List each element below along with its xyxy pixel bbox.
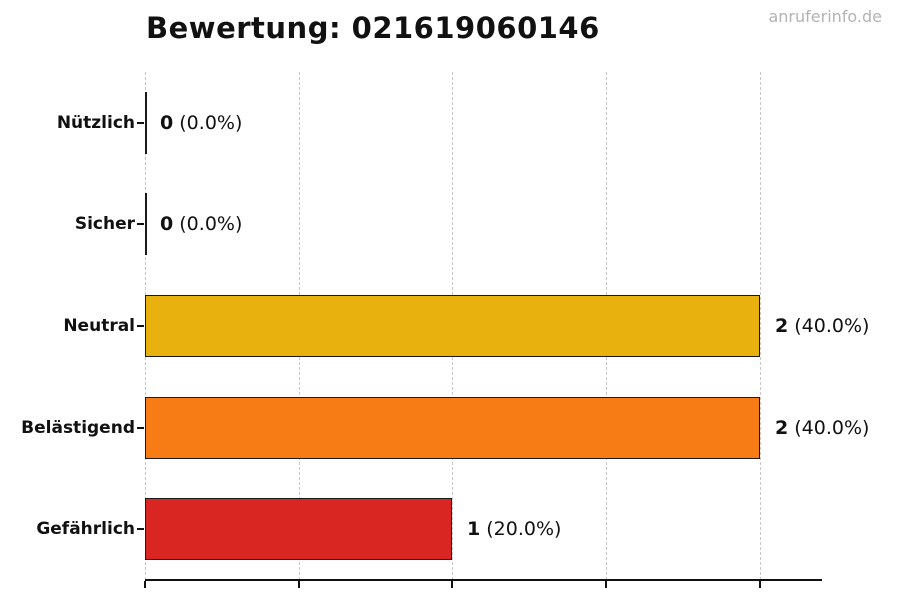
value-percentage: (40.0%) bbox=[788, 315, 870, 337]
category-label: Gefährlich bbox=[36, 519, 135, 540]
chart-title: Bewertung: 021619060146 bbox=[146, 11, 600, 45]
value-label: 0 (0.0%) bbox=[160, 213, 242, 235]
category-label: Belästigend bbox=[21, 417, 135, 438]
bar bbox=[145, 397, 760, 459]
value-percentage: (0.0%) bbox=[173, 111, 243, 134]
bar bbox=[145, 193, 147, 255]
x-axis-tick bbox=[604, 581, 607, 588]
x-axis-tick bbox=[144, 581, 146, 588]
y-axis-tick bbox=[137, 223, 144, 226]
bar bbox=[145, 295, 760, 357]
y-axis-tick bbox=[137, 426, 144, 429]
x-axis-tick bbox=[758, 581, 761, 588]
value-count: 2 bbox=[775, 416, 789, 439]
watermark-text: anruferinfo.de bbox=[768, 7, 882, 26]
bar bbox=[145, 92, 147, 154]
value-label: 1 (20.0%) bbox=[467, 518, 561, 540]
bar bbox=[145, 498, 452, 560]
value-label: 0 (0.0%) bbox=[160, 112, 242, 134]
value-count: 1 bbox=[467, 518, 481, 541]
value-percentage: (0.0%) bbox=[173, 213, 243, 236]
x-axis-line bbox=[145, 579, 822, 581]
category-label: Neutral bbox=[63, 316, 135, 336]
value-label: 2 (40.0%) bbox=[775, 315, 869, 337]
value-label: 2 (40.0%) bbox=[775, 417, 869, 439]
category-label: Sicher bbox=[74, 214, 135, 235]
gridline bbox=[759, 72, 761, 580]
value-count: 0 bbox=[160, 213, 174, 236]
value-percentage: (40.0%) bbox=[788, 416, 870, 439]
value-percentage: (20.0%) bbox=[480, 518, 562, 541]
y-axis-tick bbox=[137, 325, 144, 327]
y-axis-tick bbox=[137, 528, 144, 531]
value-count: 2 bbox=[775, 315, 789, 337]
x-axis-tick bbox=[297, 581, 300, 588]
y-axis-tick bbox=[137, 121, 144, 124]
value-count: 0 bbox=[160, 111, 174, 134]
category-label: Nützlich bbox=[56, 112, 135, 133]
x-axis-tick bbox=[451, 581, 454, 588]
